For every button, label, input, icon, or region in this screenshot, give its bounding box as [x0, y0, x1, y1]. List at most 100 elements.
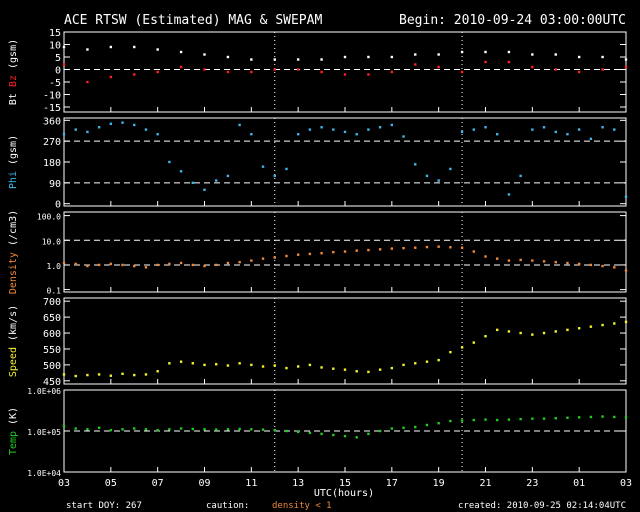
temp-point: [156, 428, 159, 432]
phi-ytick-label: 0: [55, 200, 61, 211]
phi-point: [273, 174, 276, 178]
speed-point: [542, 331, 546, 335]
speed-ytick-label: 700: [43, 297, 61, 308]
speed-point: [203, 363, 206, 367]
temp-point: [577, 416, 581, 419]
phi-point: [226, 174, 230, 178]
speed-point: [261, 365, 265, 368]
phi-point: [589, 137, 593, 141]
density-point: [601, 264, 604, 268]
density-ytick-label: 0.1: [47, 287, 62, 296]
density-point: [507, 259, 511, 262]
density-point: [378, 248, 382, 251]
density-point: [62, 261, 66, 265]
mag-point: [109, 75, 113, 79]
temp-point: [507, 418, 511, 421]
mag-point: [296, 68, 300, 71]
speed-ytick-label: 550: [43, 345, 61, 356]
caution-note: density < 1: [272, 501, 332, 511]
temp-point: [484, 418, 487, 421]
speed-point: [133, 373, 136, 377]
temp-point: [601, 415, 604, 418]
x-axis-label: UTC(hours): [314, 488, 374, 499]
x-tick-label: 07: [152, 478, 164, 489]
speed-point: [273, 364, 276, 367]
mag-point: [367, 55, 370, 59]
phi-point: [507, 193, 511, 196]
speed-point: [156, 370, 159, 373]
density-point: [261, 257, 265, 260]
mag-point: [226, 70, 230, 74]
density-point: [203, 264, 206, 268]
x-tick-label: 03: [58, 478, 70, 489]
mag-point: [156, 70, 159, 74]
phi-point: [554, 130, 557, 134]
density-point: [519, 258, 522, 262]
mag-point: [554, 68, 557, 71]
speed-point: [554, 330, 557, 333]
speed-point: [296, 365, 300, 368]
speed-point: [519, 331, 522, 335]
phi-point: [531, 128, 534, 131]
temp-y-axis-label: Temp (K): [8, 407, 19, 455]
temp-point: [332, 433, 335, 437]
mag-point: [86, 48, 89, 51]
x-tick-label: 05: [105, 478, 117, 489]
speed-point: [226, 364, 230, 367]
temp-point: [133, 427, 136, 430]
phi-point: [601, 126, 604, 129]
speed-y-label-part-0: Speed: [8, 347, 19, 377]
density-point: [168, 262, 171, 266]
start-doy: start DOY: 267: [66, 501, 142, 511]
phi-point: [215, 179, 218, 182]
phi-ytick-label: 180: [43, 158, 61, 169]
mag-ytick-label: 15: [49, 28, 61, 39]
density-point: [74, 262, 77, 266]
phi-point: [332, 128, 335, 131]
panel-phi: 0 90 180 270 360 Phi (gsm): [8, 116, 628, 211]
speed-point: [320, 366, 323, 369]
phi-point: [156, 133, 159, 136]
density-point: [109, 262, 113, 266]
phi-point: [109, 122, 113, 125]
speed-point: [308, 363, 312, 367]
temp-series-0: [62, 415, 628, 439]
phi-point: [484, 126, 487, 129]
phi-point: [472, 128, 475, 131]
mag-point: [226, 55, 230, 59]
temp-point: [472, 418, 475, 422]
speed-point: [460, 346, 464, 349]
temp-point: [86, 428, 89, 431]
mag-ytick-label: -10: [43, 91, 61, 102]
mag-point: [320, 58, 323, 61]
phi-point: [425, 174, 429, 178]
temp-point: [273, 428, 276, 432]
speed-point: [531, 333, 534, 336]
phi-point: [62, 133, 66, 136]
phi-point: [168, 160, 171, 164]
speed-point: [97, 373, 101, 376]
speed-ytick-label: 600: [43, 329, 61, 340]
temp-point: [566, 416, 569, 419]
x-tick-label: 23: [526, 478, 538, 489]
x-tick-label: 09: [198, 478, 210, 489]
phi-point: [144, 128, 148, 131]
temp-point: [589, 415, 593, 419]
phi-point: [355, 133, 358, 136]
temp-ytick-label: 1.0E+05: [27, 428, 61, 437]
phi-point: [624, 195, 628, 198]
speed-point: [144, 373, 148, 376]
temp-point: [320, 432, 323, 436]
phi-point: [566, 133, 569, 136]
mag-point: [460, 50, 464, 54]
temp-point: [390, 427, 394, 430]
temp-y-label-part-1: (K): [8, 407, 19, 431]
density-point: [554, 260, 557, 264]
mag-point: [250, 58, 253, 61]
density-point: [179, 261, 183, 265]
phi-point: [542, 126, 546, 129]
temp-point: [215, 428, 218, 431]
mag-point: [460, 70, 464, 74]
phi-point: [250, 133, 253, 136]
